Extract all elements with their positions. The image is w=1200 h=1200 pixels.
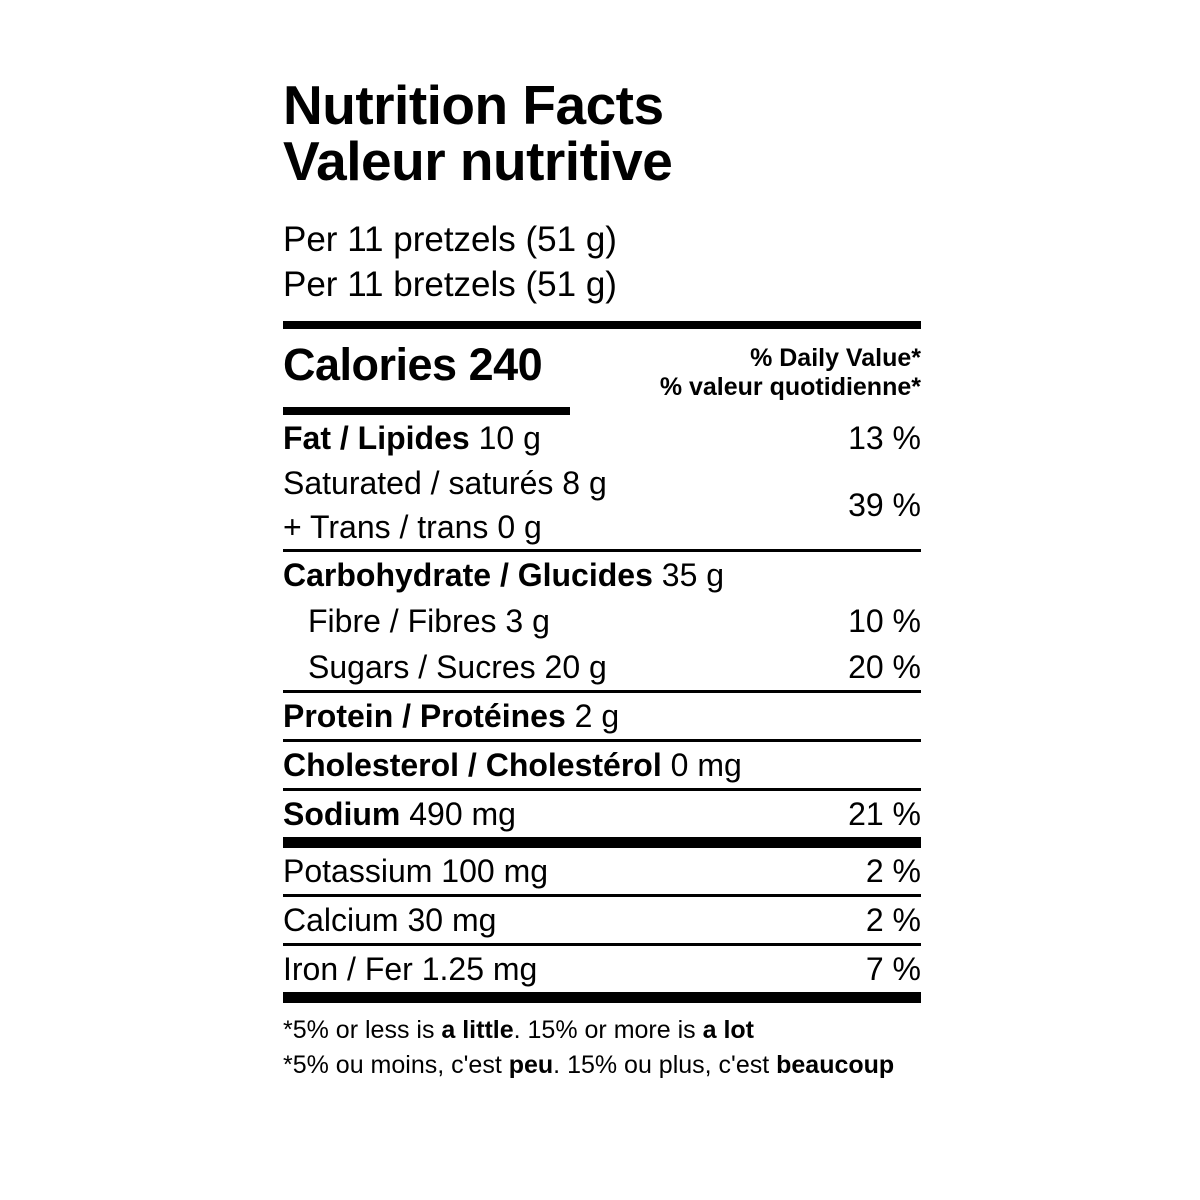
sugars-label: Sugars / Sucres 20 g: [308, 649, 607, 685]
footnote-french: *5% ou moins, c'est peu. 15% ou plus, c'…: [283, 1051, 895, 1079]
nutrient-row-potassium: Potassium 100 mg 2 %: [283, 848, 921, 894]
cholesterol-label: Cholesterol / Cholestérol 0 mg: [283, 747, 742, 783]
nutrient-row-carbohydrate: Carbohydrate / Glucides 35 g: [283, 552, 921, 598]
divider-rule: [283, 943, 921, 946]
calcium-daily-value: 2 %: [865, 902, 921, 938]
calcium-label: Calcium 30 mg: [283, 902, 497, 938]
calories-underline-rule: [283, 407, 570, 415]
nutrient-row-sugars: Sugars / Sucres 20 g 20 %: [283, 644, 921, 690]
nutrient-row-calcium: Calcium 30 mg 2 %: [283, 897, 921, 943]
fat-label: Fat / Lipides 10 g: [283, 420, 541, 456]
serving-size-english: Per 11 pretzels (51 g): [283, 220, 617, 259]
fat-daily-value: 13 %: [848, 420, 921, 456]
daily-value-footnotes: *5% or less is a little. 15% or more is …: [283, 1013, 921, 1083]
daily-value-header-english: % Daily Value*: [750, 344, 921, 372]
nutrient-row-fibre: Fibre / Fibres 3 g 10 %: [283, 598, 921, 644]
nutrient-row-trans: + Trans / trans 0 g: [283, 505, 607, 549]
divider-rule: [283, 549, 921, 552]
nutrient-row-protein: Protein / Protéines 2 g: [283, 693, 921, 739]
nutrient-row-fat: Fat / Lipides 10 g 13 %: [283, 415, 921, 461]
fibre-daily-value: 10 %: [848, 603, 921, 639]
serving-size-french: Per 11 bretzels (51 g): [283, 265, 617, 304]
title-french: Valeur nutritive: [283, 130, 673, 192]
trans-label: + Trans / trans 0 g: [283, 509, 542, 545]
carbohydrate-label: Carbohydrate / Glucides 35 g: [283, 557, 725, 593]
protein-label: Protein / Protéines 2 g: [283, 698, 620, 734]
sugars-daily-value: 20 %: [848, 649, 921, 685]
sodium-daily-value: 21 %: [848, 796, 921, 832]
potassium-daily-value: 2 %: [865, 853, 921, 889]
potassium-label: Potassium 100 mg: [283, 853, 549, 889]
bottom-thick-rule: [283, 992, 921, 1003]
footnote-english: *5% or less is a little. 15% or more is …: [283, 1016, 754, 1044]
divider-rule: [283, 788, 921, 791]
nutrient-row-iron: Iron / Fer 1.25 mg 7 %: [283, 946, 921, 992]
calories-value: Calories 240: [283, 339, 543, 390]
saturated-trans-group: Saturated / saturés 8 g + Trans / trans …: [283, 461, 921, 549]
daily-value-header-french: % valeur quotidienne*: [659, 373, 921, 401]
divider-rule: [283, 739, 921, 742]
sodium-label: Sodium 490 mg: [283, 796, 516, 832]
nutrient-row-cholesterol: Cholesterol / Cholestérol 0 mg: [283, 742, 921, 788]
calories-row: Calories 240 % Daily Value* % valeur quo…: [283, 329, 921, 402]
daily-value-header: % Daily Value* % valeur quotidienne*: [660, 341, 921, 402]
divider-rule: [283, 894, 921, 897]
nutrient-row-sodium: Sodium 490 mg 21 %: [283, 791, 921, 837]
section-divider-thick-rule: [283, 837, 921, 848]
nutrient-row-saturated: Saturated / saturés 8 g: [283, 461, 607, 505]
iron-daily-value: 7 %: [865, 951, 921, 987]
title-english: Nutrition Facts: [283, 74, 664, 136]
saturated-label: Saturated / saturés 8 g: [283, 465, 607, 501]
divider-rule: [283, 690, 921, 693]
iron-label: Iron / Fer 1.25 mg: [283, 951, 538, 987]
top-rule: [283, 321, 921, 329]
fibre-label: Fibre / Fibres 3 g: [308, 603, 550, 639]
saturated-trans-daily-value: 39 %: [848, 486, 921, 523]
nutrition-facts-label: Nutrition Facts Valeur nutritive Per 11 …: [283, 77, 921, 1083]
serving-size: Per 11 pretzels (51 g) Per 11 bretzels (…: [283, 217, 921, 307]
